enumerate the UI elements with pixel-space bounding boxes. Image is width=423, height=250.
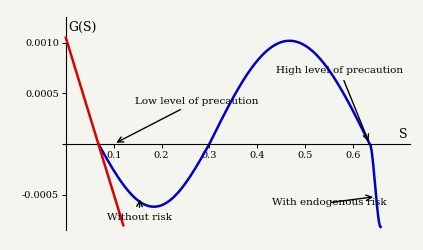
Text: High level of precaution: High level of precaution bbox=[276, 66, 404, 140]
Text: Without risk: Without risk bbox=[107, 201, 171, 222]
Text: With endogenous risk: With endogenous risk bbox=[272, 195, 386, 207]
Text: Low level of precaution: Low level of precaution bbox=[118, 96, 259, 142]
Text: G(S): G(S) bbox=[68, 21, 96, 34]
Text: S: S bbox=[399, 128, 408, 141]
